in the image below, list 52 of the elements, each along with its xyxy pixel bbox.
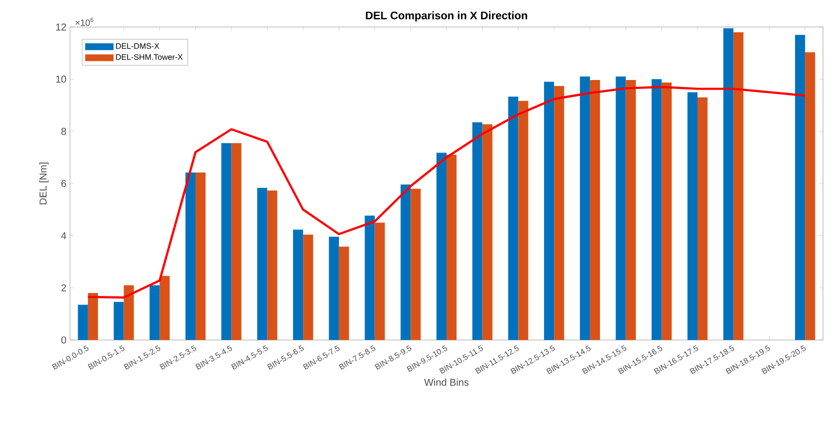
bar — [231, 143, 242, 340]
bar — [482, 124, 492, 340]
bar — [78, 304, 88, 340]
y-tick-label: 2 — [61, 284, 66, 292]
bar — [185, 172, 196, 340]
bar — [662, 82, 672, 340]
bar — [410, 188, 421, 340]
bar — [652, 79, 662, 340]
bar — [616, 76, 626, 340]
bar — [293, 230, 304, 340]
bar — [196, 172, 206, 340]
y-tick-label: 8 — [61, 128, 66, 135]
text: ×10$^{6}$ — [76, 18, 94, 26]
bar — [446, 154, 457, 340]
bar — [124, 285, 134, 340]
bar — [150, 285, 160, 340]
bar — [436, 152, 447, 340]
bar — [580, 76, 590, 340]
bar — [795, 34, 806, 340]
bar — [400, 184, 411, 340]
bar — [508, 96, 518, 340]
bar — [338, 246, 349, 340]
bar — [303, 234, 314, 340]
bar — [88, 293, 98, 340]
bar — [687, 92, 698, 340]
x-axis-title: Wind Bins — [424, 378, 469, 386]
bar — [554, 86, 564, 340]
bar — [221, 143, 232, 340]
bar — [544, 82, 554, 340]
bar — [698, 97, 708, 340]
bar — [364, 216, 375, 340]
bar — [518, 100, 528, 340]
y-tick-label: 4 — [61, 232, 66, 240]
bar — [626, 80, 636, 340]
bar — [114, 302, 124, 340]
bar — [257, 188, 268, 340]
bar — [733, 32, 744, 340]
bar — [374, 222, 385, 340]
bar — [160, 276, 170, 340]
y-tick-label: 12 — [56, 24, 66, 30]
bar — [328, 236, 339, 340]
y-tick-label: 0 — [61, 336, 66, 344]
bar — [723, 28, 734, 340]
y-tick-label: 6 — [61, 180, 66, 188]
bar — [805, 52, 816, 340]
bar — [267, 190, 278, 340]
chart-title: DEL Comparison in X Direction — [366, 11, 528, 22]
bar — [472, 122, 482, 340]
y-tick-label: 10 — [56, 76, 66, 83]
bar — [590, 80, 600, 340]
y-axis-title: DEL [Nm] — [39, 162, 49, 204]
line-series — [86, 86, 806, 299]
